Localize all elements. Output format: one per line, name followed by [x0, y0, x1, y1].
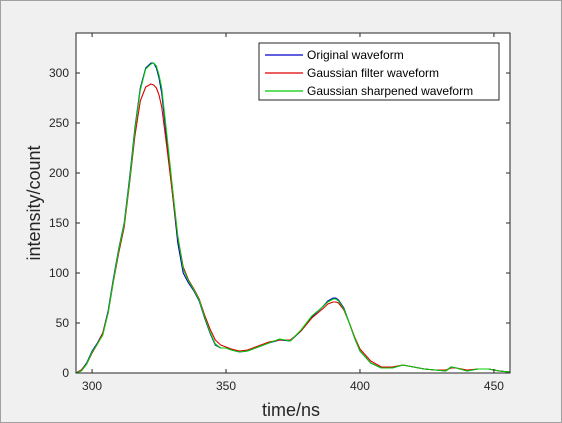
x-tick-label: 400 — [350, 379, 370, 393]
y-tick-label: 200 — [49, 166, 69, 180]
y-tick-label: 250 — [49, 116, 69, 130]
y-axis-label: intensity/count — [24, 145, 44, 260]
series-layer — [75, 62, 511, 374]
x-tick-label: 350 — [216, 379, 236, 393]
y-axis-ticks: 0 50 100 150 200 250 300 — [49, 66, 510, 380]
legend: Original waveform Gaussian filter wavefo… — [258, 42, 500, 101]
x-tick-label: 300 — [82, 379, 102, 393]
plot-border — [75, 32, 511, 374]
x-axis-ticks: 300 350 400 450 — [82, 33, 504, 393]
x-axis-label: time/ns — [262, 400, 320, 420]
y-tick-label: 300 — [49, 66, 69, 80]
series-line-2 — [75, 62, 511, 374]
y-tick-label: 50 — [56, 316, 70, 330]
x-tick-label: 450 — [484, 379, 504, 393]
legend-label-sharpened: Gaussian sharpened waveform — [307, 84, 473, 98]
legend-label-original: Original waveform — [307, 48, 404, 62]
y-tick-label: 150 — [49, 216, 69, 230]
y-tick-label: 100 — [49, 266, 69, 280]
y-tick-label: 0 — [62, 366, 69, 380]
legend-label-filter: Gaussian filter waveform — [307, 66, 439, 80]
